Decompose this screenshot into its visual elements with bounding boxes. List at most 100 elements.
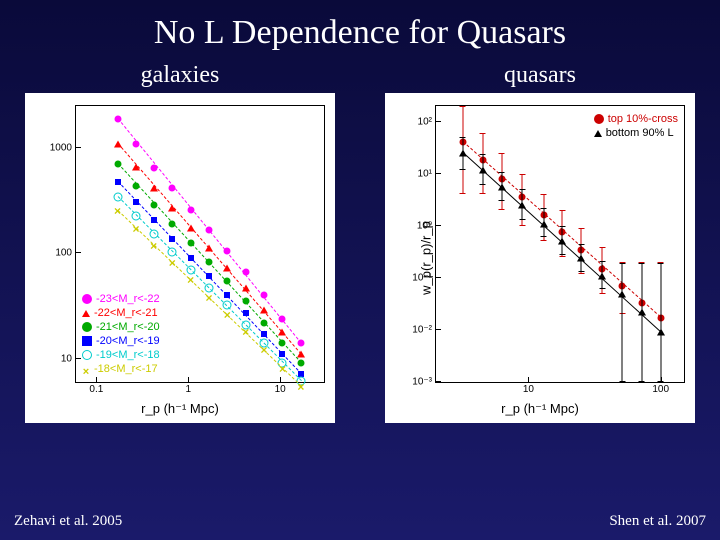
x-tick: 10 — [275, 382, 286, 395]
data-point — [187, 240, 194, 247]
data-point — [115, 179, 121, 185]
data-point — [242, 298, 249, 305]
legend: -23<M_r<-22-22<M_r<-21-21<M_r<-20-20<M_r… — [82, 292, 160, 376]
legend-label: bottom 90% L — [606, 126, 674, 140]
error-bar — [660, 263, 661, 382]
y-tick: 10² — [418, 116, 436, 127]
legend-item: -19<M_r<-18 — [82, 348, 160, 362]
data-point — [114, 115, 121, 122]
data-point — [498, 184, 506, 191]
legend-item: bottom 90% L — [594, 126, 678, 140]
data-point — [278, 328, 286, 335]
y-tick: 10⁻¹ — [412, 272, 436, 283]
legend-label: -19<M_r<-18 — [96, 348, 160, 362]
data-point — [459, 150, 467, 157]
legend-swatch-icon — [594, 130, 602, 137]
legend-swatch-icon — [82, 336, 92, 346]
data-point — [260, 306, 268, 313]
data-point — [150, 184, 158, 191]
data-point — [479, 166, 487, 173]
x-tick: 10 — [523, 382, 534, 395]
data-point: × — [133, 226, 140, 232]
legend-swatch-icon — [594, 114, 604, 124]
legend-item: -22<M_r<-21 — [82, 306, 160, 320]
data-point — [297, 351, 305, 358]
data-point — [187, 206, 194, 213]
data-point — [113, 193, 122, 202]
galaxies-chart: w_p(r_p) (h⁻¹ Mpc) r_p (h⁻¹ Mpc) 0.11101… — [25, 93, 335, 423]
legend-label: top 10%-cross — [608, 112, 678, 126]
legend-label: -20<M_r<-19 — [96, 334, 160, 348]
data-point — [169, 220, 176, 227]
y-tick: 10⁻² — [412, 324, 436, 335]
data-point — [598, 272, 606, 279]
legend-swatch-icon: × — [82, 365, 90, 373]
data-point — [297, 340, 304, 347]
data-point — [224, 248, 231, 255]
data-point: × — [169, 260, 176, 266]
data-point — [205, 259, 212, 266]
data-point — [558, 237, 566, 244]
data-point — [133, 182, 140, 189]
data-point — [618, 290, 626, 297]
right-citation: Shen et al. 2007 — [609, 513, 706, 530]
legend-item: × -18<M_r<-17 — [82, 362, 160, 376]
data-point — [577, 255, 585, 262]
y-tick: 100 — [55, 248, 76, 259]
legend-label: -18<M_r<-17 — [94, 362, 158, 376]
data-point — [206, 273, 212, 279]
data-point — [205, 244, 213, 251]
legend-label: -23<M_r<-22 — [96, 292, 160, 306]
data-point — [242, 284, 250, 291]
left-plot-area: 0.1110101001000×××××××××××-23<M_r<-22-22… — [75, 105, 325, 383]
data-point — [132, 163, 140, 170]
data-point — [150, 201, 157, 208]
data-point — [187, 224, 195, 231]
left-xlabel: r_p (h⁻¹ Mpc) — [141, 401, 219, 417]
data-point — [279, 340, 286, 347]
y-tick: 10 — [61, 353, 76, 364]
right-panel-label: quasars — [385, 62, 695, 89]
data-point — [150, 164, 157, 171]
left-panel-label: galaxies — [25, 62, 335, 89]
data-point — [224, 292, 230, 298]
data-point: × — [297, 384, 304, 390]
data-point — [114, 161, 121, 168]
data-point — [169, 184, 176, 191]
right-plot-area: 1010010⁻³10⁻²10⁻¹10⁰10¹10²top 10%-crossb… — [435, 105, 685, 383]
right-ylabel: w_p(r_p)/r_p — [418, 221, 433, 295]
data-point — [540, 220, 548, 227]
left-panel-wrap: galaxies w_p(r_p) (h⁻¹ Mpc) r_p (h⁻¹ Mpc… — [25, 62, 335, 423]
right-xlabel: r_p (h⁻¹ Mpc) — [501, 401, 579, 417]
data-point: × — [242, 329, 249, 335]
x-tick: 100 — [652, 382, 669, 395]
data-point — [261, 331, 267, 337]
data-point — [223, 264, 231, 271]
y-tick: 10⁻³ — [412, 377, 436, 388]
legend-label: -21<M_r<-20 — [96, 320, 160, 334]
data-point — [224, 278, 231, 285]
data-point — [297, 360, 304, 367]
data-point: × — [205, 295, 212, 301]
y-tick: 10¹ — [418, 168, 436, 179]
data-point — [518, 202, 526, 209]
error-bar — [641, 263, 642, 382]
legend-label: -22<M_r<-21 — [94, 306, 158, 320]
y-tick: 1000 — [50, 142, 76, 153]
page-title: No L Dependence for Quasars — [0, 0, 720, 52]
data-point — [279, 315, 286, 322]
data-point — [242, 269, 249, 276]
data-point — [133, 140, 140, 147]
data-point — [205, 227, 212, 234]
legend-swatch-icon — [82, 294, 92, 304]
legend-item: top 10%-cross — [594, 112, 678, 126]
data-point — [657, 329, 665, 336]
data-point — [114, 140, 122, 147]
data-point — [151, 217, 157, 223]
data-point: × — [114, 208, 121, 214]
legend-swatch-icon — [82, 350, 92, 360]
data-point — [638, 309, 646, 316]
data-point: × — [150, 243, 157, 249]
data-point — [132, 212, 141, 221]
legend-item: -21<M_r<-20 — [82, 320, 160, 334]
